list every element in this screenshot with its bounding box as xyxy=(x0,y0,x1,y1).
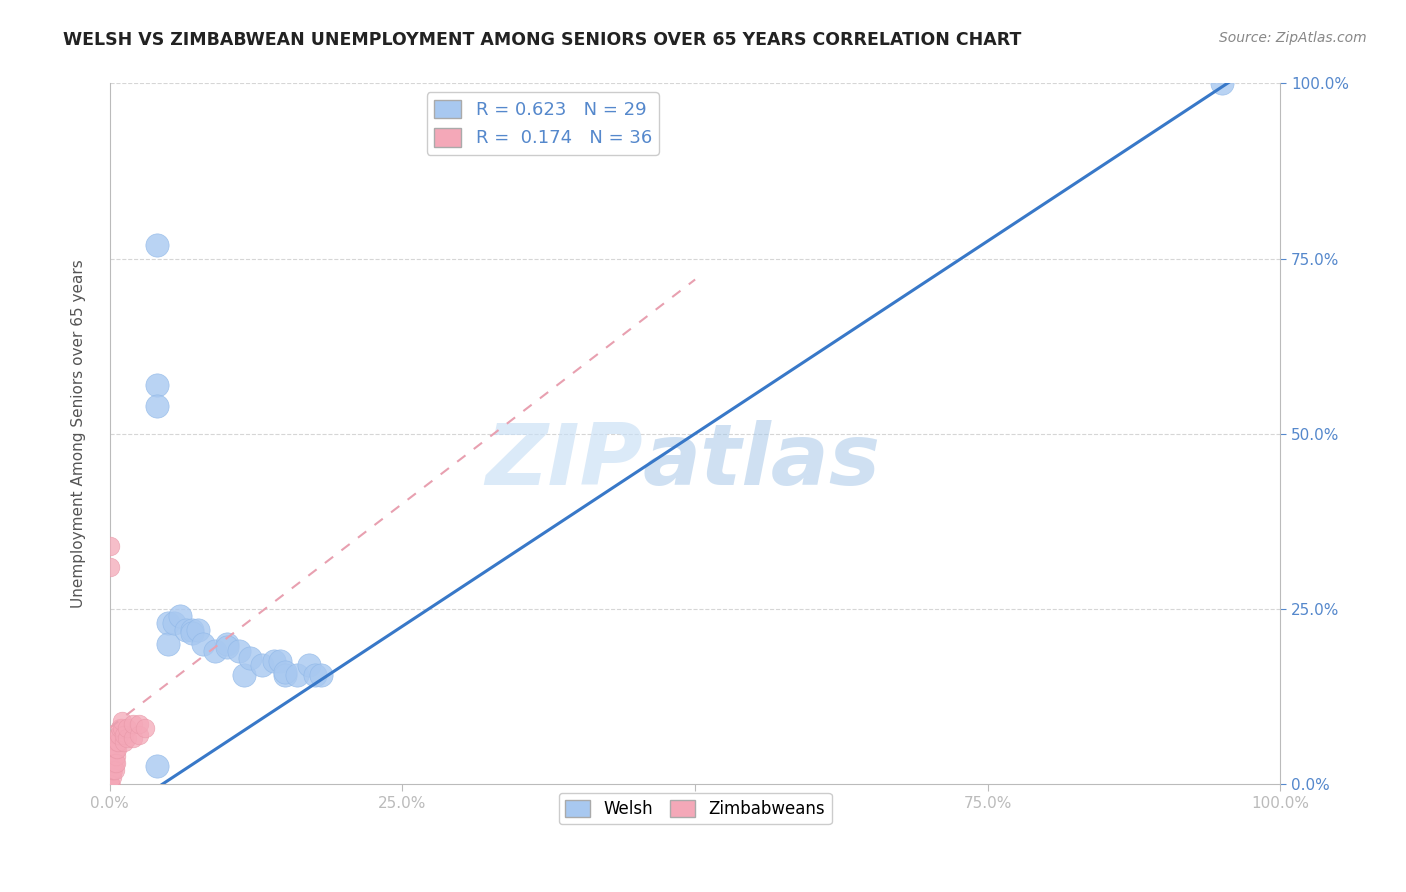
Point xyxy=(187,623,209,637)
Point xyxy=(157,615,180,630)
Point xyxy=(98,777,121,791)
Point xyxy=(309,668,332,682)
Text: atlas: atlas xyxy=(643,420,880,503)
Point xyxy=(145,759,167,773)
Point xyxy=(304,668,326,682)
Point xyxy=(204,643,226,657)
Point xyxy=(98,777,121,791)
Point xyxy=(112,735,135,749)
Point xyxy=(145,399,167,413)
Point xyxy=(250,657,273,672)
Point xyxy=(104,741,127,756)
Point xyxy=(110,714,132,728)
Point xyxy=(122,731,145,746)
Point xyxy=(274,665,297,679)
Point xyxy=(145,237,167,252)
Point xyxy=(157,637,180,651)
Point xyxy=(98,777,121,791)
Point xyxy=(128,717,150,731)
Point xyxy=(215,640,238,655)
Point xyxy=(122,717,145,731)
Point xyxy=(103,763,125,777)
Point xyxy=(104,756,127,770)
Point xyxy=(285,668,308,682)
Point xyxy=(128,728,150,742)
Point xyxy=(101,763,124,777)
Point xyxy=(98,777,121,791)
Point xyxy=(169,608,191,623)
Point xyxy=(98,777,121,791)
Point xyxy=(112,728,135,742)
Point xyxy=(105,735,128,749)
Text: Source: ZipAtlas.com: Source: ZipAtlas.com xyxy=(1219,31,1367,45)
Point xyxy=(103,756,125,770)
Point xyxy=(103,756,125,770)
Point xyxy=(104,748,127,763)
Point xyxy=(117,731,139,746)
Point xyxy=(228,643,250,657)
Point xyxy=(163,615,186,630)
Point xyxy=(233,668,256,682)
Point xyxy=(215,637,238,651)
Point xyxy=(180,626,202,640)
Point xyxy=(239,650,262,665)
Point xyxy=(145,377,167,392)
Point xyxy=(134,721,156,735)
Point xyxy=(298,657,321,672)
Text: WELSH VS ZIMBABWEAN UNEMPLOYMENT AMONG SENIORS OVER 65 YEARS CORRELATION CHART: WELSH VS ZIMBABWEAN UNEMPLOYMENT AMONG S… xyxy=(63,31,1022,49)
Point xyxy=(98,777,121,791)
Point xyxy=(101,770,124,784)
Point xyxy=(107,728,129,742)
Point xyxy=(269,654,291,668)
Point xyxy=(98,777,121,791)
Point xyxy=(180,623,202,637)
Point xyxy=(274,668,297,682)
Y-axis label: Unemployment Among Seniors over 65 years: Unemployment Among Seniors over 65 years xyxy=(72,260,86,608)
Point xyxy=(98,777,121,791)
Point xyxy=(193,637,215,651)
Point xyxy=(117,721,139,735)
Point xyxy=(107,735,129,749)
Legend: Welsh, Zimbabweans: Welsh, Zimbabweans xyxy=(558,793,831,824)
Point xyxy=(108,728,131,742)
Point xyxy=(263,654,285,668)
Point xyxy=(1211,77,1233,91)
Point xyxy=(110,721,132,735)
Point xyxy=(174,623,197,637)
Text: ZIP: ZIP xyxy=(485,420,643,503)
Point xyxy=(105,741,128,756)
Point xyxy=(103,763,125,777)
Point xyxy=(98,539,121,553)
Point xyxy=(98,559,121,574)
Point xyxy=(110,721,132,735)
